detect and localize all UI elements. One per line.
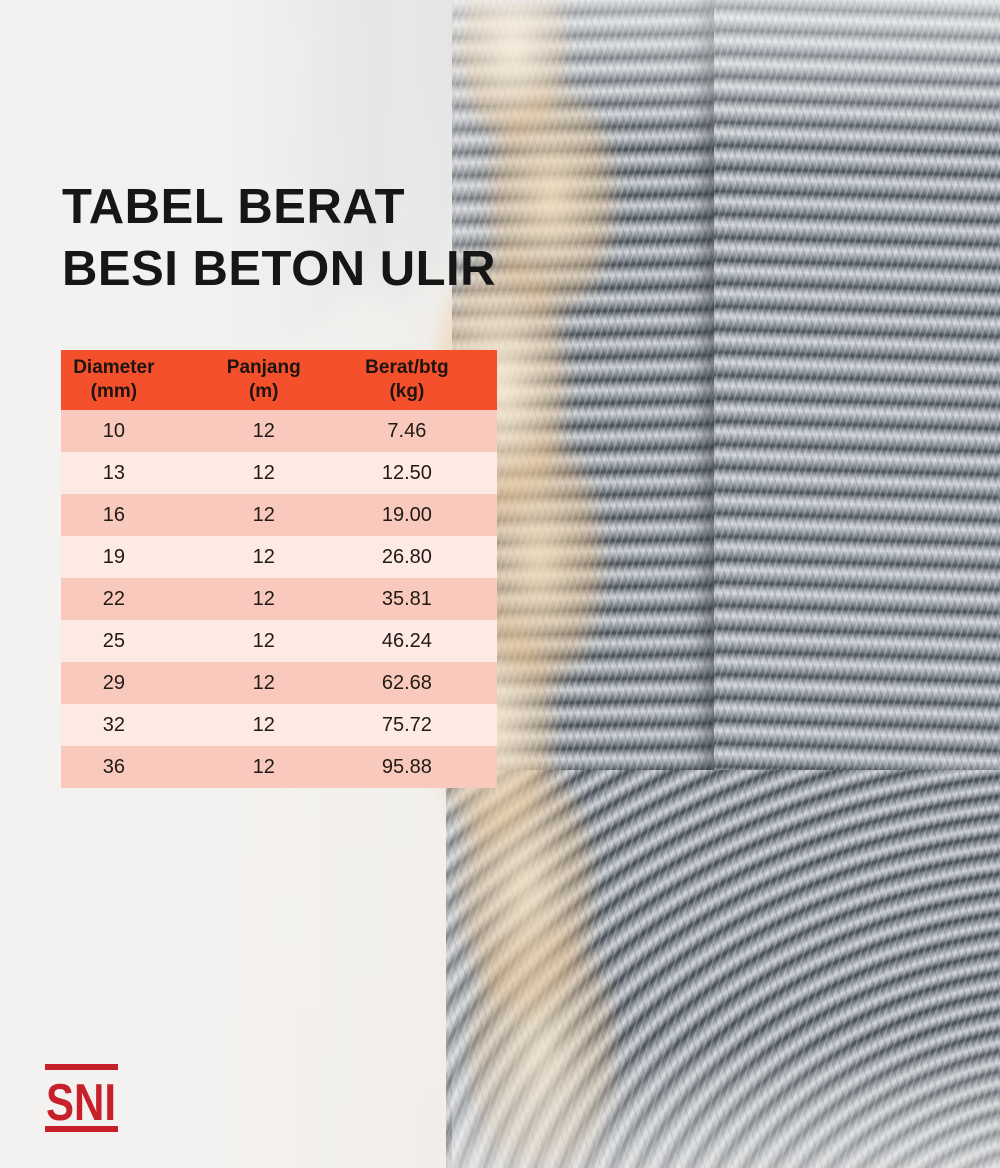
title-line-1: TABEL BERAT xyxy=(62,180,406,234)
rebar-coil-stack-right xyxy=(714,0,1000,840)
page-title: TABEL BERAT BESI BETON ULIR xyxy=(62,176,496,300)
sni-logo-icon: SNI xyxy=(45,1064,118,1132)
table-row: 19 12 26.80 xyxy=(61,536,497,578)
cell-berat: 35.81 xyxy=(348,578,497,620)
cell-panjang: 12 xyxy=(178,746,349,788)
cell-diameter: 13 xyxy=(61,452,179,494)
cell-berat: 7.46 xyxy=(348,410,497,452)
cell-berat: 95.88 xyxy=(348,746,497,788)
sni-logo: SNI xyxy=(44,1064,119,1132)
cell-panjang: 12 xyxy=(178,536,349,578)
rebar-weight-table: Diameter (mm) Panjang (m) Berat/btg (kg)… xyxy=(61,350,497,788)
cell-diameter: 16 xyxy=(61,494,179,536)
cell-panjang: 12 xyxy=(178,452,349,494)
column-header-label: Berat/btg xyxy=(365,357,449,378)
cell-berat: 26.80 xyxy=(348,536,497,578)
table-header-row: Diameter (mm) Panjang (m) Berat/btg (kg) xyxy=(61,350,497,410)
title-line-2: BESI BETON ULIR xyxy=(62,242,497,296)
column-header-unit: (kg) xyxy=(389,381,425,402)
cell-panjang: 12 xyxy=(178,704,349,746)
column-header-unit: (m) xyxy=(248,381,279,402)
column-header-berat: Berat/btg (kg) xyxy=(348,350,497,410)
cell-berat: 62.68 xyxy=(348,662,497,704)
cell-berat: 75.72 xyxy=(348,704,497,746)
cell-diameter: 22 xyxy=(61,578,179,620)
cell-berat: 12.50 xyxy=(348,452,497,494)
column-header-label: Panjang xyxy=(226,357,301,378)
table-row: 22 12 35.81 xyxy=(61,578,497,620)
cell-diameter: 10 xyxy=(61,410,179,452)
cell-diameter: 29 xyxy=(61,662,179,704)
table-row: 29 12 62.68 xyxy=(61,662,497,704)
rebar-rib-texture xyxy=(714,0,1000,840)
table-row: 13 12 12.50 xyxy=(61,452,497,494)
column-header-unit: (mm) xyxy=(90,381,138,402)
cell-panjang: 12 xyxy=(178,410,349,452)
table-row: 36 12 95.88 xyxy=(61,746,497,788)
table-row: 10 12 7.46 xyxy=(61,410,497,452)
cell-diameter: 19 xyxy=(61,536,179,578)
table-row: 32 12 75.72 xyxy=(61,704,497,746)
cell-berat: 19.00 xyxy=(348,494,497,536)
column-header-diameter: Diameter (mm) xyxy=(61,350,179,410)
cell-panjang: 12 xyxy=(178,662,349,704)
cell-diameter: 25 xyxy=(61,620,179,662)
column-header-panjang: Panjang (m) xyxy=(178,350,349,410)
cell-berat: 46.24 xyxy=(348,620,497,662)
cell-panjang: 12 xyxy=(178,494,349,536)
sni-logo-text: SNI xyxy=(46,1074,116,1132)
cell-panjang: 12 xyxy=(178,578,349,620)
table-row: 16 12 19.00 xyxy=(61,494,497,536)
cell-diameter: 32 xyxy=(61,704,179,746)
cell-diameter: 36 xyxy=(61,746,179,788)
cell-panjang: 12 xyxy=(178,620,349,662)
column-header-label: Diameter xyxy=(73,357,155,378)
table-row: 25 12 46.24 xyxy=(61,620,497,662)
